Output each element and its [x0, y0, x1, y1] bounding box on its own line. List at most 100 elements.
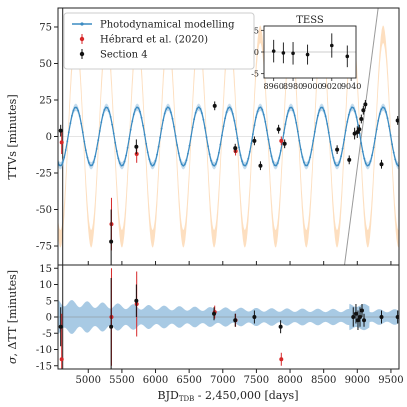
section4-point [58, 124, 63, 137]
bottom-y-tick-label: -15 [36, 361, 52, 372]
model-marker [125, 154, 127, 157]
section4-residual-point [362, 313, 367, 327]
top-y-axis-label: TTVs [minutes] [6, 94, 19, 179]
model-marker [334, 162, 336, 164]
model-marker [366, 164, 369, 167]
model-marker [191, 126, 194, 129]
model-marker [330, 149, 333, 152]
model-marker [199, 107, 202, 110]
model-marker [91, 164, 93, 167]
model-marker [103, 109, 106, 111]
model-marker [132, 113, 135, 116]
model-marker [289, 106, 291, 109]
section4-point [379, 159, 384, 169]
model-marker [317, 114, 319, 117]
photodynamical-model-curve [58, 103, 399, 170]
model-marker [306, 164, 308, 167]
model-marker [188, 144, 191, 147]
model-marker [231, 113, 234, 115]
model-marker [86, 156, 89, 159]
model-marker [168, 107, 171, 110]
model-marker [335, 164, 338, 167]
top-data-points [58, 99, 399, 265]
section4-residual-point [379, 310, 384, 324]
model-marker [375, 128, 378, 131]
inset-y-tick-label: 5 [254, 26, 259, 35]
model-marker [286, 115, 288, 118]
model-marker [354, 110, 356, 113]
model-marker [377, 120, 380, 122]
legend-label-hebrard: Hébrard et al. (2020) [100, 35, 208, 46]
model-marker [176, 144, 179, 146]
model-marker [190, 135, 192, 138]
hebrard-point [279, 136, 284, 146]
model-marker [228, 106, 231, 109]
model-marker [235, 128, 237, 131]
model-marker [102, 114, 104, 116]
model-marker [67, 131, 70, 134]
inset-x-tick-label: 9020 [322, 82, 342, 91]
model-marker [77, 109, 79, 112]
model-marker [344, 129, 347, 132]
model-marker [262, 113, 265, 116]
tess-point [271, 39, 276, 63]
section4-residual-point [278, 320, 283, 334]
model-marker [142, 124, 145, 127]
model-marker [391, 143, 393, 146]
model-envelope-band [58, 25, 399, 248]
model-marker [255, 116, 257, 119]
model-marker [395, 163, 398, 165]
model-marker [307, 161, 310, 164]
model-marker [170, 111, 172, 114]
section4-residual-point [353, 304, 358, 324]
model-marker [202, 118, 205, 121]
section4-point [134, 139, 139, 155]
model-marker [290, 106, 293, 109]
inset-data-points [271, 33, 350, 68]
legend-item-section4: Section 4 [79, 49, 148, 61]
legend-item-hebrard: Hébrard et al. (2020) [79, 34, 208, 46]
model-marker [270, 155, 273, 158]
model-marker [136, 106, 138, 109]
bottom-panel: -15 -10 -5 0 5 10 15 5000 5500 6000 6500 7000 7500 8… [6, 264, 404, 386]
model-marker [357, 124, 359, 126]
model-marker [349, 108, 352, 111]
model-marker [303, 161, 305, 164]
bottom-x-tick-label: 8500 [311, 375, 336, 386]
model-marker [182, 164, 185, 167]
bottom-x-tick-label: 5500 [109, 375, 134, 386]
section4-point [252, 136, 257, 146]
model-marker [94, 155, 96, 158]
top-x-ticks [87, 261, 392, 265]
section4-point [347, 155, 352, 165]
model-marker [247, 157, 250, 160]
model-marker [129, 128, 132, 131]
model-marker [177, 152, 180, 155]
model-marker [309, 156, 312, 159]
model-marker [88, 161, 90, 164]
model-marker [171, 117, 174, 120]
model-marker [112, 132, 115, 135]
model-marker [360, 142, 363, 145]
section4-point [357, 124, 362, 134]
model-marker [156, 153, 158, 156]
model-marker [293, 114, 296, 117]
model-marker [304, 164, 307, 167]
model-marker [386, 117, 389, 119]
model-marker [74, 106, 76, 109]
model-marker [148, 158, 151, 161]
model-marker [329, 141, 332, 143]
model-marker [194, 111, 197, 114]
model-marker [320, 106, 322, 109]
model-marker [252, 133, 254, 136]
model-marker [222, 125, 225, 128]
tess-point [281, 42, 286, 64]
section4-residual-point [212, 307, 217, 321]
model-marker [98, 130, 101, 132]
model-marker [352, 107, 355, 109]
bottom-y-tick-label: 10 [39, 280, 52, 291]
model-marker [131, 120, 134, 123]
bottom-y-axis: -15 -10 -5 0 5 10 15 [36, 264, 58, 372]
model-marker [75, 106, 78, 109]
